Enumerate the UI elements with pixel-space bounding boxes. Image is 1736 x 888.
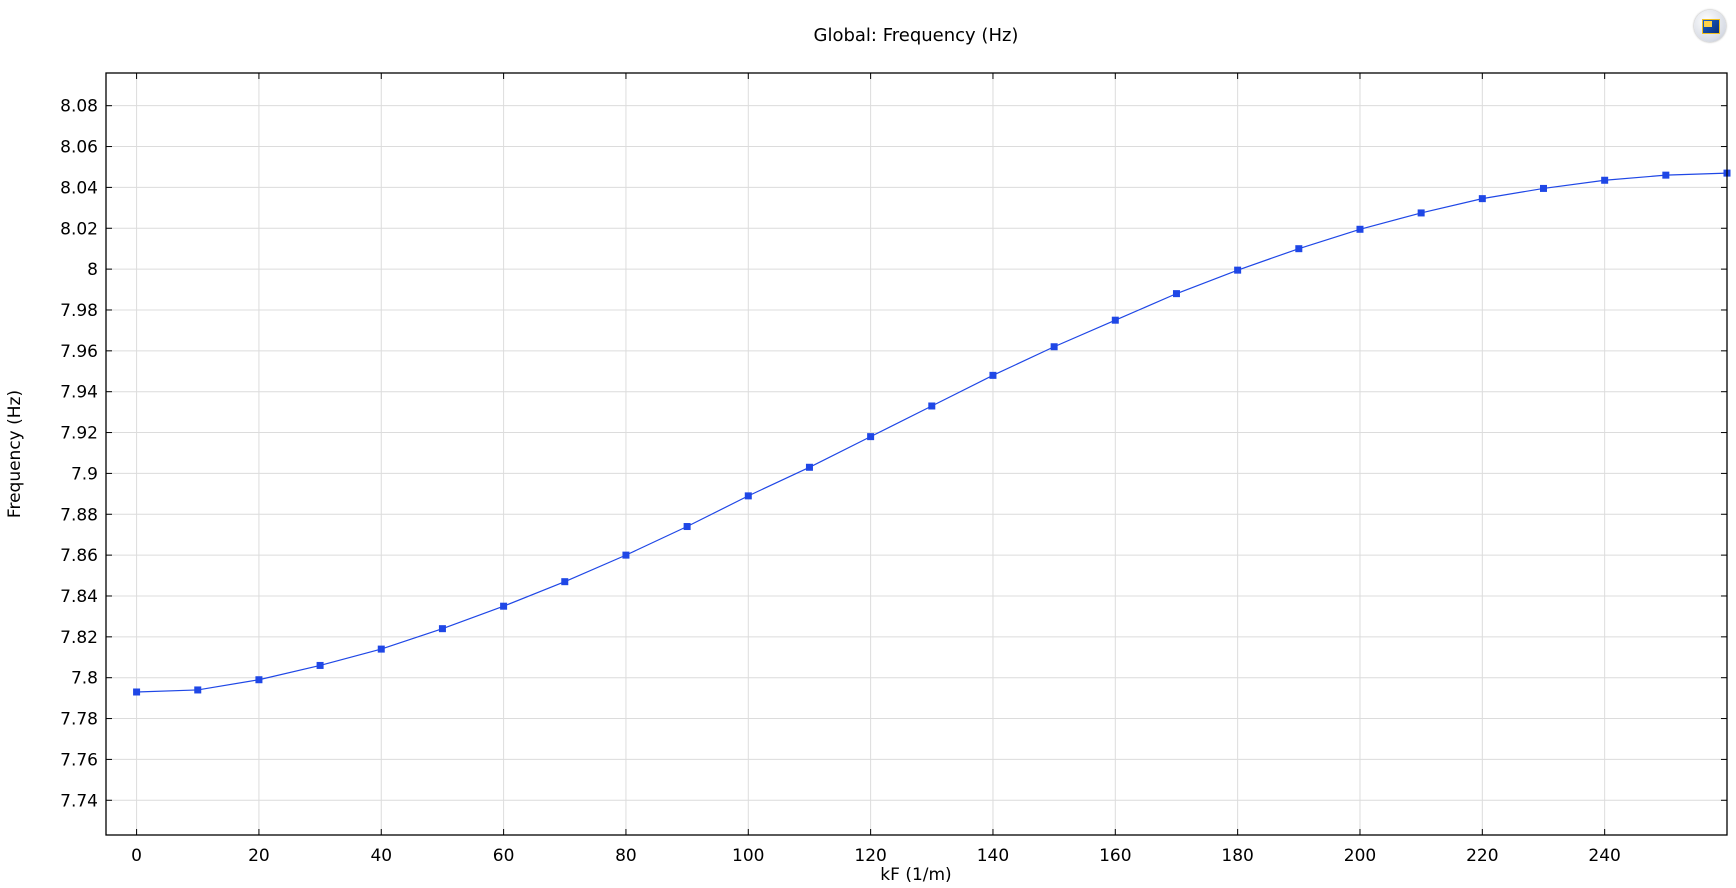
y-tick-label: 7.74 <box>60 791 98 811</box>
data-point <box>1478 195 1486 203</box>
data-point <box>867 433 875 441</box>
y-tick-label: 7.8 <box>71 669 98 689</box>
x-tick-label: 200 <box>1344 846 1376 866</box>
y-tick-label: 7.94 <box>60 383 98 403</box>
data-point <box>1662 171 1670 179</box>
data-point <box>1111 316 1119 324</box>
data-point <box>1417 209 1425 217</box>
data-point <box>989 371 997 379</box>
x-tick-label: 160 <box>1099 846 1131 866</box>
y-tick-label: 7.96 <box>60 342 98 362</box>
y-tick-label: 8 <box>87 260 98 280</box>
x-tick-label: 180 <box>1221 846 1253 866</box>
y-tick-label: 8.08 <box>60 97 98 117</box>
x-tick-label: 40 <box>370 846 392 866</box>
x-axis-label: kF (1/m) <box>880 865 951 885</box>
data-point <box>1356 225 1364 233</box>
y-axis-label: Frequency (Hz) <box>5 390 25 518</box>
y-tick-label: 7.82 <box>60 628 98 648</box>
y-axis-ticks: 7.74 7.76 7.78 7.8 7.82 7.84 7.86 7.88 7.9 7.92 7.… <box>60 97 1727 811</box>
y-tick-label: 8.04 <box>60 178 98 198</box>
y-tick-label: 7.88 <box>60 505 98 525</box>
data-point <box>194 686 202 694</box>
data-point <box>683 523 691 531</box>
data-point <box>1234 266 1242 274</box>
x-tick-label: 140 <box>977 846 1009 866</box>
data-point <box>377 645 385 653</box>
y-tick-label: 7.98 <box>60 301 98 321</box>
x-tick-label: 120 <box>854 846 886 866</box>
grid-lines <box>106 73 1727 835</box>
data-point <box>622 551 630 559</box>
data-point <box>928 402 936 410</box>
data-point <box>1172 290 1180 298</box>
data-point <box>133 688 141 696</box>
x-tick-label: 220 <box>1466 846 1498 866</box>
data-point <box>561 578 569 586</box>
plot-frame <box>105 72 1728 836</box>
y-tick-label: 7.92 <box>60 424 98 444</box>
y-tick-label: 7.86 <box>60 546 98 566</box>
data-point <box>1539 184 1547 192</box>
x-tick-label: 80 <box>615 846 637 866</box>
y-tick-label: 8.06 <box>60 138 98 158</box>
y-tick-label: 8.02 <box>60 219 98 239</box>
x-tick-label: 100 <box>732 846 764 866</box>
x-tick-label: 60 <box>493 846 515 866</box>
data-point <box>316 661 324 669</box>
data-point <box>805 463 813 471</box>
data-point <box>1050 343 1058 351</box>
y-tick-label: 7.78 <box>60 710 98 730</box>
data-point <box>500 602 508 610</box>
chart-title: Global: Frequency (Hz) <box>814 25 1019 46</box>
data-point <box>1295 245 1303 253</box>
data-point <box>255 676 263 684</box>
x-tick-label: 240 <box>1588 846 1620 866</box>
data-point <box>438 625 446 633</box>
y-tick-label: 7.76 <box>60 750 98 770</box>
x-tick-label: 0 <box>131 846 142 866</box>
x-axis-ticks: 0 20 40 60 80 100 120 140 160 180 200 220 240 <box>131 73 1621 866</box>
app-logo-icon <box>1694 10 1726 42</box>
y-tick-label: 7.9 <box>71 464 98 484</box>
x-tick-label: 20 <box>248 846 270 866</box>
data-point <box>744 492 752 500</box>
y-tick-label: 7.84 <box>60 587 98 607</box>
data-point <box>1601 176 1609 184</box>
